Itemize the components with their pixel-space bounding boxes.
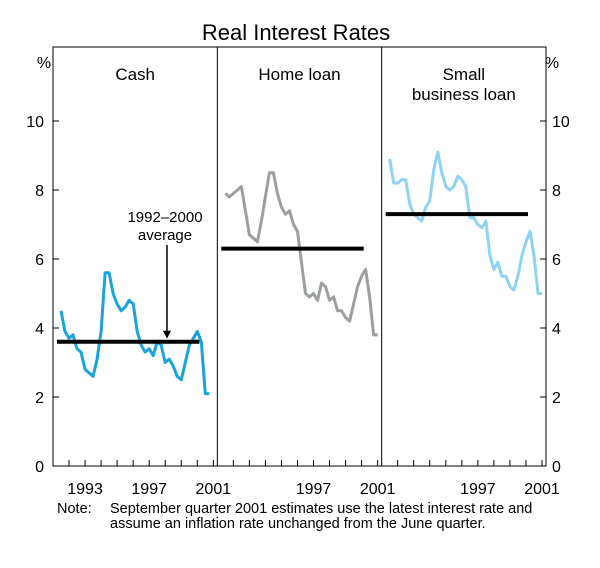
chart-note: Note: September quarter 2001 estimates u… [57,502,577,532]
panel-title: Home loan [258,65,340,84]
note-text: September quarter 2001 estimates use the… [110,501,533,532]
y-tick-label-left: 2 [35,390,44,407]
y-axis-left: % 0 2 4 6 8 10 [26,55,51,476]
average-arrow-head [163,330,171,339]
x-tick-label: 1993 [67,481,103,498]
y-tick-label-right: 0 [552,459,561,476]
average-label-line-1: 1992–2000 [127,209,202,226]
chart-frame [52,46,547,467]
x-tick-label: 1997 [131,481,167,498]
x-tick-label: 2001 [196,481,232,498]
series-line [388,150,542,295]
panel-cash: Cash 1993 1997 2001 [57,65,231,498]
x-tick-label: 1997 [296,481,332,498]
axis-ticks [53,120,546,398]
y-tick-label-right: 8 [552,183,561,200]
x-tick-label: 2001 [360,481,396,498]
y-axis-right: % 0 2 4 6 8 10 [545,55,570,476]
y-tick-label-right: 6 [552,252,561,269]
y-unit-left: % [37,55,51,72]
note-label: Note: [57,501,92,517]
x-tick-label: 1997 [460,481,496,498]
panel-home-loan: Home loan 1997 2001 [221,65,396,498]
y-tick-label-left: 10 [26,114,44,131]
plot-border [52,46,547,467]
y-tick-label-left: 6 [35,252,44,269]
x-tick-label: 2001 [524,481,560,498]
average-label-line-2: average [138,227,192,244]
y-tick-label-left: 8 [35,183,44,200]
y-tick-label-left: 4 [35,321,44,338]
real-interest-rates-chart: Real Interest Rates % 0 2 4 6 8 10 % 0 2 4 6 8 10 Ca… [26,20,570,498]
series-line [59,271,210,396]
panel-title: Small [443,65,486,84]
y-unit-right: % [545,55,559,72]
y-tick-label-right: 10 [552,114,570,131]
y-tick-label-right: 2 [552,390,561,407]
panel-title: Cash [115,65,155,84]
chart-title: Real Interest Rates [202,20,390,45]
series-line [224,171,378,337]
y-tick-label-right: 4 [552,321,561,338]
panel-title: business loan [412,85,516,104]
y-tick-label-left: 0 [35,459,44,476]
